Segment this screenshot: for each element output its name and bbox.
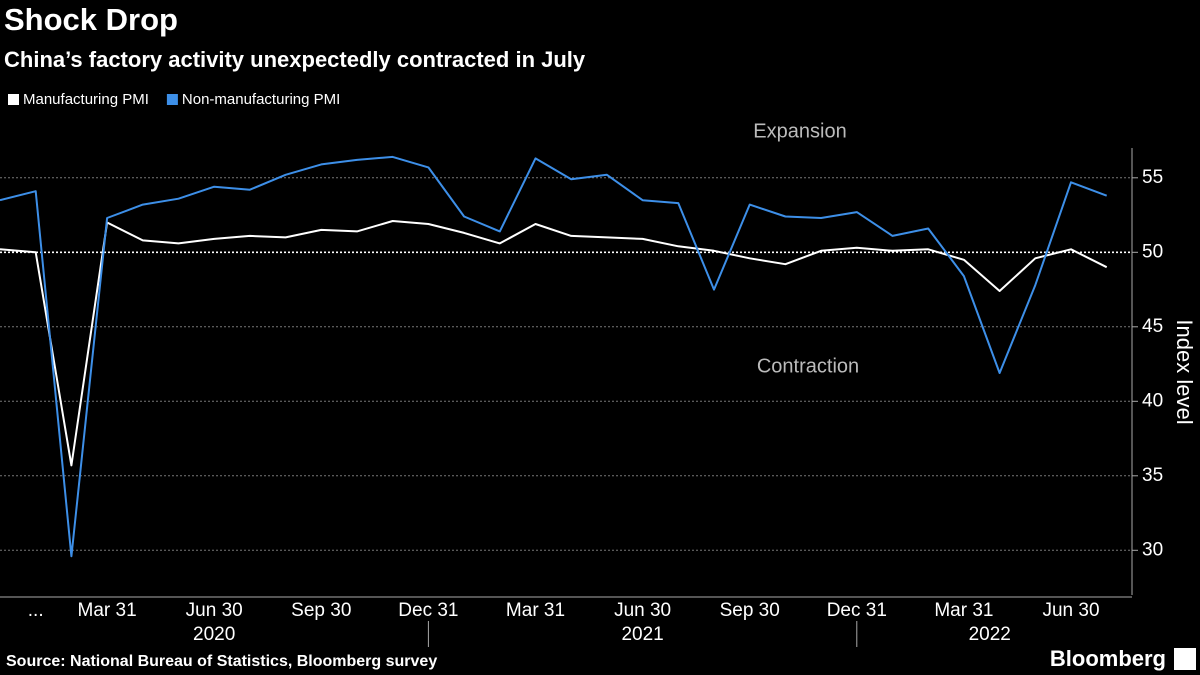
x-tick-label: Sep 30 (291, 600, 351, 621)
legend-swatch (8, 94, 19, 105)
source: Source: National Bureau of Statistics, B… (6, 653, 437, 670)
y-tick-label: 55 (1142, 167, 1163, 188)
legend-label: Non-manufacturing PMI (182, 91, 340, 108)
x-year-label: 2022 (969, 624, 1011, 645)
x-tick-label: ... (28, 600, 44, 621)
chart-title: Shock Drop (4, 2, 178, 37)
brand-icon (1174, 648, 1196, 670)
y-tick-label: 45 (1142, 316, 1163, 337)
y-tick-label: 35 (1142, 465, 1163, 486)
chart-subtitle: China’s factory activity unexpectedly co… (4, 47, 586, 72)
y-axis-label: Index level (1172, 319, 1197, 424)
x-tick-label: Mar 31 (506, 600, 565, 621)
legend-swatch (166, 94, 178, 105)
y-tick-label: 30 (1142, 539, 1163, 560)
annotation: Contraction (757, 355, 859, 377)
x-tick-label: Jun 30 (1042, 600, 1099, 621)
y-tick-label: 40 (1142, 390, 1163, 411)
x-tick-label: Dec 31 (827, 600, 887, 621)
x-tick-label: Mar 31 (934, 600, 993, 621)
brand: Bloomberg (1050, 646, 1166, 671)
x-tick-label: Jun 30 (614, 600, 671, 621)
annotation: Expansion (753, 120, 846, 142)
x-year-label: 2020 (193, 624, 235, 645)
legend-label: Manufacturing PMI (23, 91, 149, 108)
x-tick-label: Dec 31 (398, 600, 458, 621)
series-line (0, 155, 1108, 558)
x-tick-label: Sep 30 (720, 600, 780, 621)
x-tick-label: Mar 31 (78, 600, 137, 621)
series-line (0, 220, 1108, 467)
y-tick-label: 50 (1142, 241, 1163, 262)
x-year-label: 2021 (621, 624, 663, 645)
x-tick-label: Jun 30 (186, 600, 243, 621)
